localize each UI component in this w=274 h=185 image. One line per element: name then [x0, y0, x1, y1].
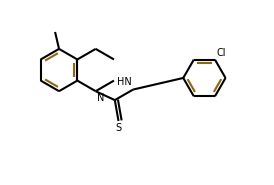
- Text: S: S: [115, 123, 122, 133]
- Text: Cl: Cl: [216, 48, 226, 58]
- Text: N: N: [97, 92, 104, 102]
- Text: HN: HN: [117, 78, 132, 88]
